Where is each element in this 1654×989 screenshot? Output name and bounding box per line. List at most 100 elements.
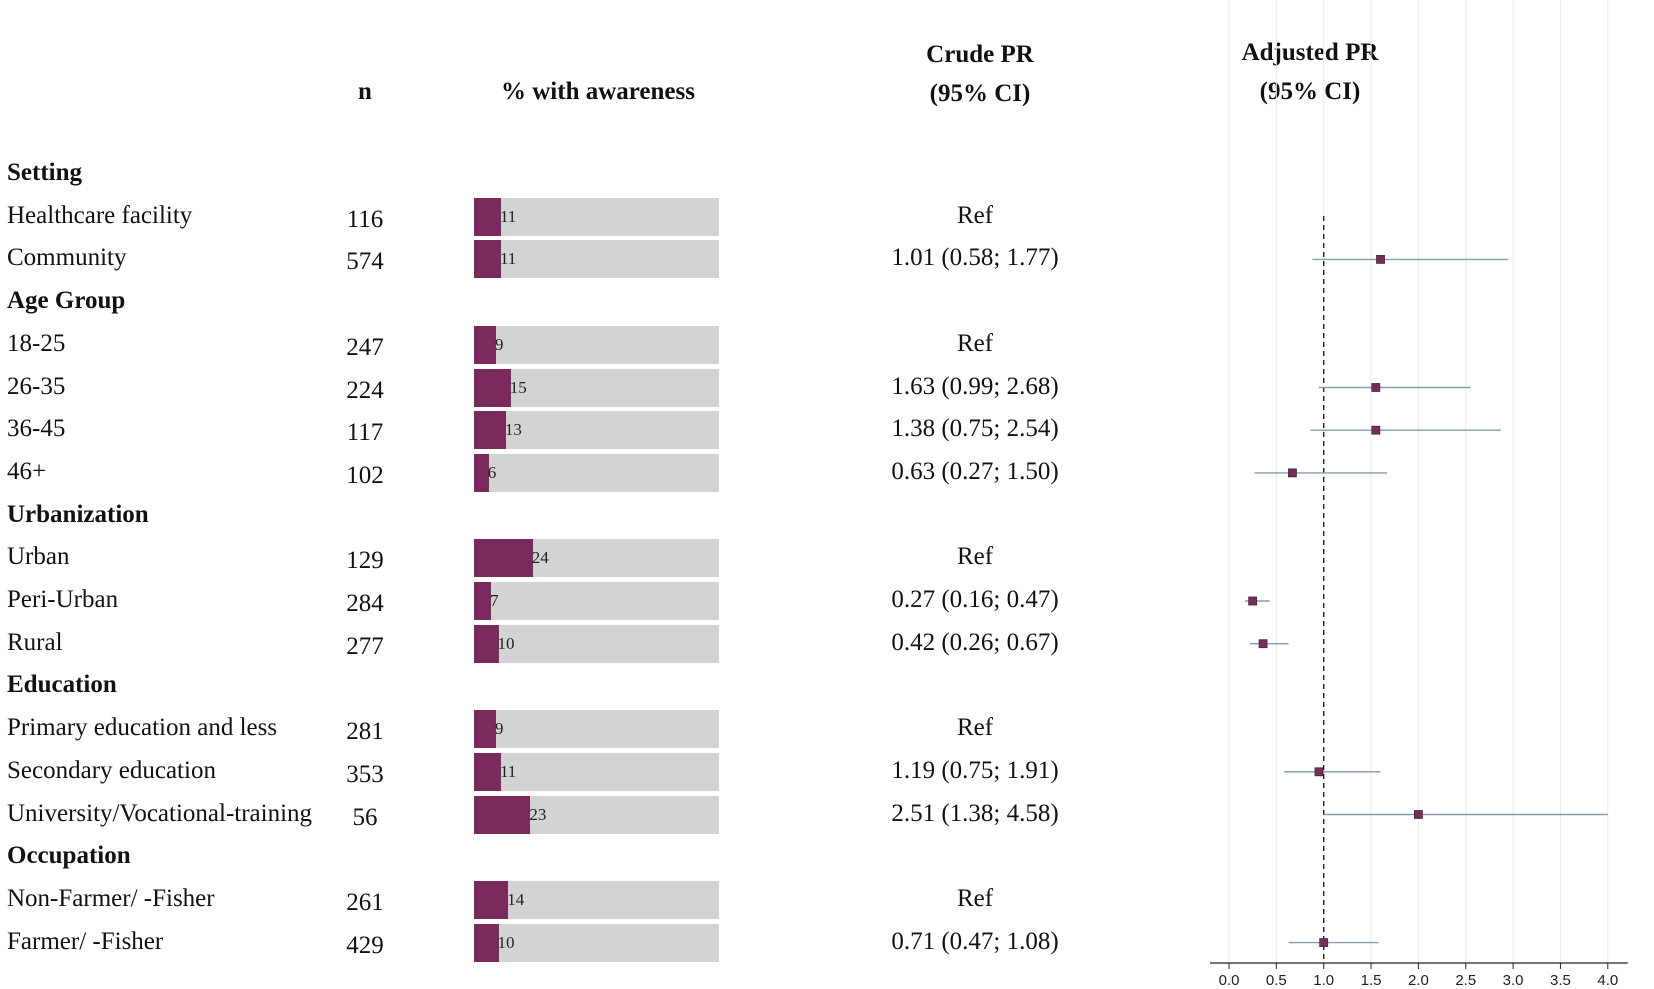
crude-pr-value: 1.38 (0.75; 2.54) bbox=[891, 415, 1059, 443]
x-tick-label: 1.5 bbox=[1361, 972, 1382, 989]
pct-bar-background: 10 bbox=[474, 624, 719, 663]
point-estimate bbox=[1376, 254, 1385, 264]
pct-bar-label: 11 bbox=[499, 249, 517, 269]
row-label: Rural bbox=[7, 628, 63, 656]
table-row: Primary education and less 281 9 Ref bbox=[0, 707, 1100, 749]
section-label: Urbanization bbox=[7, 500, 149, 528]
row-label: 26-35 bbox=[7, 372, 66, 400]
section-header: Urbanization bbox=[0, 494, 1100, 536]
x-tick-label: 4.0 bbox=[1597, 972, 1618, 989]
pct-bar bbox=[474, 582, 492, 620]
pct-bar bbox=[474, 539, 533, 578]
pct-bar-label: 23 bbox=[529, 804, 547, 824]
row-label: Urban bbox=[7, 543, 70, 571]
row-n: 116 bbox=[346, 205, 384, 233]
pct-bar-background: 14 bbox=[474, 880, 719, 919]
point-estimate bbox=[1319, 938, 1329, 947]
header-crude-pr: Crude PR (95% CI) bbox=[860, 35, 1100, 113]
x-tick-label: 3.5 bbox=[1550, 972, 1571, 989]
table-row: Non-Farmer/ -Fisher 261 14 Ref bbox=[0, 878, 1100, 920]
table-row: University/Vocational-training 56 23 2.51 (… bbox=[0, 793, 1100, 835]
pct-bar bbox=[474, 710, 497, 749]
table-row: 46+ 102 6 0.63 (0.27; 1.50) bbox=[0, 451, 1100, 493]
table-row: Farmer/ -Fisher 429 10 0.71 (0.47; 1.08) bbox=[0, 921, 1100, 963]
pct-bar-label: 24 bbox=[531, 548, 549, 568]
section-label: Setting bbox=[7, 159, 82, 186]
pct-bar-background: 11 bbox=[474, 240, 719, 279]
crude-pr-value: 0.27 (0.16; 0.47) bbox=[891, 586, 1059, 613]
adjusted-pr-forest-plot: 0.0 0.5 1.0 1.5 2.0 2.5 3.0 3.5 4.0 bbox=[1210, 0, 1628, 989]
point-estimate bbox=[1314, 767, 1324, 777]
pct-bar-label: 11 bbox=[499, 206, 517, 226]
x-tick-label: 2.5 bbox=[1455, 972, 1476, 989]
table-row: Healthcare facility 116 11 Ref bbox=[0, 195, 1100, 237]
row-n: 284 bbox=[346, 590, 384, 617]
pct-bar-background: 9 bbox=[474, 710, 719, 749]
pct-bar-label: 13 bbox=[504, 420, 522, 440]
crude-pr-value: 2.51 (1.38; 4.58) bbox=[891, 799, 1059, 827]
crude-pr-value: 1.63 (0.99; 2.68) bbox=[891, 372, 1059, 400]
point-estimate bbox=[1288, 468, 1297, 478]
pct-bar-label: 6 bbox=[487, 462, 497, 482]
row-n: 56 bbox=[352, 803, 378, 831]
pct-bar bbox=[474, 197, 501, 236]
point-estimate bbox=[1248, 596, 1258, 606]
point-estimate bbox=[1258, 639, 1268, 649]
row-label: 36-45 bbox=[7, 415, 66, 443]
section-label: Occupation bbox=[7, 842, 131, 870]
x-tick-label: 0.0 bbox=[1219, 972, 1240, 989]
pct-bar bbox=[474, 880, 509, 919]
header-crude-line2: (95% CI) bbox=[929, 80, 1031, 107]
row-label: Peri-Urban bbox=[7, 586, 119, 613]
pct-bar-label: 10 bbox=[497, 932, 515, 952]
row-n: 247 bbox=[346, 333, 384, 361]
pct-bar-label: 7 bbox=[490, 591, 499, 610]
row-n: 429 bbox=[346, 931, 384, 959]
point-estimate bbox=[1371, 425, 1381, 435]
pct-bar-label: 10 bbox=[497, 633, 515, 653]
pct-bar bbox=[474, 795, 531, 834]
row-n: 353 bbox=[346, 760, 384, 788]
row-label: 18-25 bbox=[7, 329, 66, 357]
header-adjusted-line1: Adjusted PR bbox=[1241, 39, 1379, 66]
pct-bar bbox=[474, 240, 501, 279]
row-n: 102 bbox=[346, 461, 384, 489]
pct-bar bbox=[474, 923, 499, 962]
crude-pr-value: 1.01 (0.58; 1.77) bbox=[891, 244, 1059, 272]
table-row: Secondary education 353 11 1.19 (0.75; 1.91… bbox=[0, 750, 1100, 792]
row-label: Community bbox=[7, 244, 127, 272]
crude-pr-value: 0.63 (0.27; 1.50) bbox=[891, 457, 1059, 485]
row-n: 277 bbox=[346, 632, 384, 660]
pct-bar-background: 11 bbox=[474, 197, 719, 236]
section-header: Setting bbox=[0, 152, 1100, 194]
pct-bar bbox=[474, 411, 506, 450]
table-row: 26-35 224 15 1.63 (0.99; 2.68) bbox=[0, 366, 1100, 408]
pct-bar-background: 11 bbox=[474, 752, 719, 791]
pct-bar bbox=[474, 624, 499, 663]
table-row: Community 574 11 1.01 (0.58; 1.77) bbox=[0, 237, 1100, 279]
pct-bar bbox=[474, 752, 501, 791]
crude-pr-value: Ref bbox=[956, 201, 994, 229]
point-estimate bbox=[1371, 383, 1381, 392]
crude-pr-value: Ref bbox=[956, 714, 994, 742]
section-label: Age Group bbox=[7, 287, 126, 315]
row-n: 117 bbox=[346, 419, 384, 447]
section-label: Education bbox=[7, 671, 117, 699]
table-row: 18-25 247 9 Ref bbox=[0, 323, 1100, 365]
header-crude-line1: Crude PR bbox=[926, 41, 1034, 68]
pct-bar bbox=[474, 325, 497, 364]
crude-pr-value: 0.42 (0.26; 0.67) bbox=[891, 628, 1059, 656]
row-label: University/Vocational-training bbox=[7, 799, 313, 827]
pct-bar-background: 13 bbox=[474, 411, 719, 450]
x-tick-label: 2.0 bbox=[1408, 972, 1429, 989]
row-label: Farmer/ -Fisher bbox=[7, 927, 164, 955]
x-tick-label: 1.0 bbox=[1313, 972, 1334, 989]
pct-bar-label: 14 bbox=[507, 889, 525, 909]
row-label: 46+ bbox=[7, 457, 47, 485]
pct-bar-label: 15 bbox=[509, 377, 527, 397]
row-label: Primary education and less bbox=[7, 714, 278, 742]
table-row: Rural 277 10 0.42 (0.26; 0.67) bbox=[0, 622, 1100, 664]
pct-bar-background: 6 bbox=[474, 453, 719, 492]
row-n: 574 bbox=[346, 248, 384, 276]
table-row: Peri-Urban 284 7 0.27 (0.16; 0.47) bbox=[0, 579, 1100, 621]
